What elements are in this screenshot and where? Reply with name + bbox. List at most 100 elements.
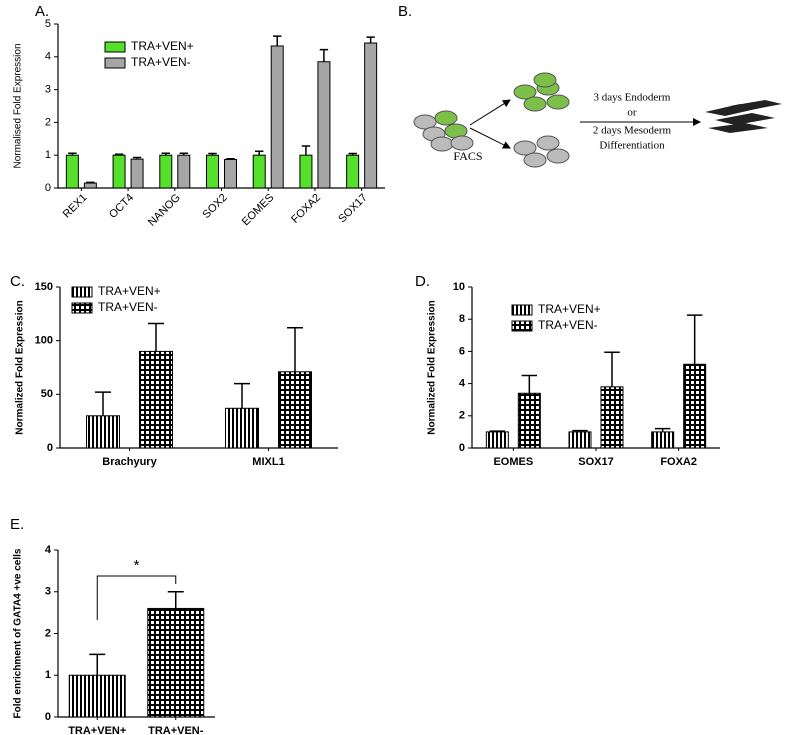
error-bar	[348, 152, 357, 156]
y-tick-label: 4	[459, 378, 466, 390]
y-tick-label: 100	[35, 335, 53, 347]
legend-swatch	[511, 320, 533, 332]
y-tick-label: 50	[41, 388, 53, 400]
bar	[130, 158, 144, 189]
y-axis-label: Normalised Fold Expression	[13, 43, 24, 168]
panel-label: D.	[415, 273, 430, 290]
y-tick-label: 1	[45, 149, 51, 161]
error-bar	[287, 327, 303, 372]
error-bar	[179, 152, 188, 156]
error-bar	[273, 35, 282, 46]
x-tick-label: MIXL1	[252, 456, 284, 468]
chart-panel: E. Fold enrichment of GATA4 +ve cells 0 1 2 3…	[10, 516, 215, 735]
y-tick-label: 3	[45, 586, 51, 598]
panel-label: C.	[10, 273, 25, 290]
diagram-b: B. FACS 3 days Endoderm or 2 days Mesod	[398, 3, 782, 168]
legend-label: TRA+VEN+	[131, 39, 194, 53]
gray-cells	[513, 135, 570, 168]
bar	[206, 154, 219, 189]
bar	[86, 415, 120, 449]
x-tick-label: REX1	[61, 192, 90, 221]
significance-bracket	[96, 575, 177, 620]
y-tick-label: 6	[459, 345, 465, 357]
legend-label: TRA+VEN+	[98, 284, 161, 298]
y-tick-label: 0	[45, 182, 51, 194]
x-tick-label: Brachyury	[102, 456, 157, 468]
error-bar	[114, 153, 124, 156]
bar	[568, 431, 592, 449]
error-bar	[234, 382, 250, 409]
legend-label: TRA+VEN-	[98, 300, 158, 314]
y-tick-label: 8	[459, 313, 465, 325]
error-bar	[654, 427, 671, 432]
bar	[364, 42, 378, 189]
x-tick-label: OCT4	[107, 192, 136, 221]
bar	[83, 182, 97, 189]
y-tick-label: 5	[45, 18, 51, 30]
x-tick-label: TRA+VEN+	[68, 725, 126, 735]
error-bar	[604, 351, 620, 387]
step-text: or	[627, 107, 637, 119]
y-tick-label: 4	[45, 544, 52, 556]
y-tick-label: 0	[45, 711, 51, 723]
x-tick-label: SOX17	[578, 456, 613, 468]
error-bar	[167, 591, 184, 609]
error-bar	[572, 429, 588, 432]
bar	[65, 154, 79, 189]
y-axis-label: Fold enrichment of GATA4 +ve cells	[13, 548, 24, 718]
mixed-cells	[413, 110, 474, 152]
error-bar	[95, 391, 111, 416]
error-bar	[489, 430, 506, 432]
x-tick-label: SOX17	[336, 192, 370, 226]
y-tick-label: 150	[35, 281, 53, 293]
error-bar	[686, 314, 703, 365]
y-tick-label: 10	[453, 281, 465, 293]
bar	[139, 350, 173, 449]
bar	[177, 154, 191, 189]
arrow	[469, 99, 511, 126]
bar	[485, 431, 509, 449]
bar	[299, 154, 313, 189]
x-tick-label: EOMES	[240, 192, 277, 229]
bar	[278, 371, 312, 449]
x-tick-label: TRA+VEN-	[148, 725, 204, 735]
y-tick-label: 2	[45, 116, 51, 128]
bar	[346, 154, 360, 189]
green-cells	[513, 72, 570, 112]
panel-label: B.	[398, 3, 412, 20]
y-tick-label: 2	[45, 627, 51, 639]
legend-label: TRA+VEN-	[131, 55, 191, 69]
sort-label: FACS	[453, 149, 482, 163]
chart-panel: D. Normalized Fold Expression 0 2 4 6 8 10 EOMES…	[415, 273, 720, 468]
error-bar	[89, 653, 106, 676]
panel-label: A.	[35, 3, 49, 20]
y-tick-label: 2	[459, 410, 465, 422]
y-tick-label: 0	[47, 442, 53, 454]
bar	[112, 154, 126, 189]
bar	[252, 154, 266, 189]
legend-label: TRA+VEN-	[538, 318, 598, 332]
significance-label: *	[134, 557, 140, 574]
y-tick-label: 1	[45, 669, 51, 681]
y-tick-label: 4	[45, 51, 51, 63]
bar	[225, 407, 259, 449]
differentiated-cells	[705, 100, 782, 133]
error-bar	[255, 150, 264, 156]
legend-swatch	[104, 57, 126, 69]
error-bar	[521, 374, 538, 394]
error-bar	[86, 181, 95, 184]
step-text: Differentiation	[599, 140, 665, 152]
error-bar	[68, 152, 77, 156]
panel-label: E.	[10, 516, 24, 533]
y-axis-label: Normalized Fold Expression	[15, 300, 26, 434]
bar	[683, 363, 707, 449]
x-tick-label: EOMES	[493, 456, 533, 468]
bar	[600, 386, 624, 449]
bar	[651, 431, 675, 449]
error-bar	[161, 152, 170, 156]
error-bar	[226, 158, 235, 160]
legend-swatch	[104, 41, 126, 53]
bar	[224, 158, 237, 189]
x-tick-label: FOXA2	[289, 192, 323, 226]
